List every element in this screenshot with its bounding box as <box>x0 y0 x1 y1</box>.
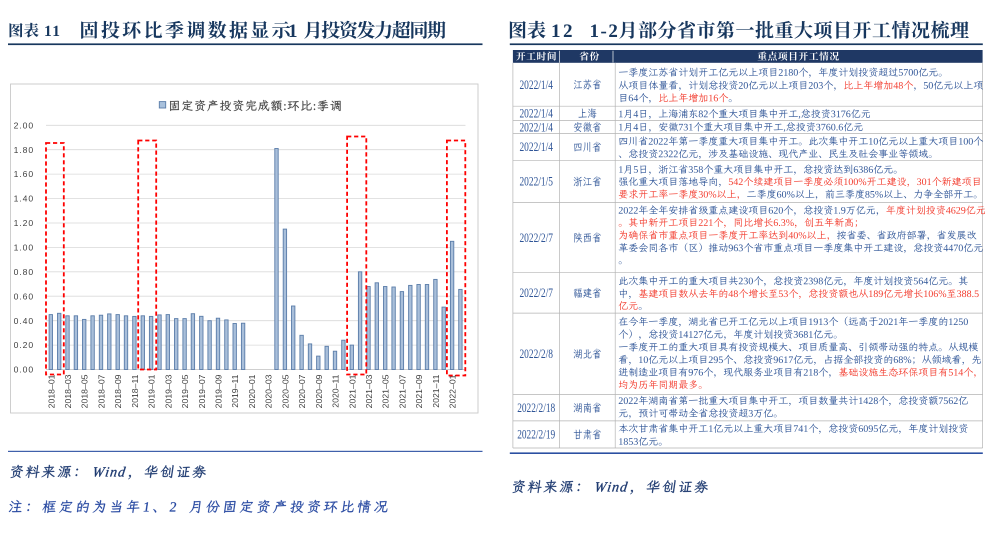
svg-text:2018–09: 2018–09 <box>113 374 123 408</box>
svg-text:2020–05: 2020–05 <box>280 374 290 408</box>
svg-text:2022/1/4: 2022/1/4 <box>519 120 553 134</box>
svg-text:2022/1/4: 2022/1/4 <box>519 107 553 121</box>
svg-text:0.20: 0.20 <box>14 340 34 350</box>
svg-text:2021–05: 2021–05 <box>381 374 391 408</box>
svg-text:2021–07: 2021–07 <box>397 374 407 408</box>
svg-text:2018–01: 2018–01 <box>46 374 56 408</box>
svg-text:2022/2/7: 2022/2/7 <box>519 231 553 245</box>
svg-text:2018–03: 2018–03 <box>63 374 73 408</box>
svg-text:2022/2/18: 2022/2/18 <box>517 401 555 415</box>
svg-text:2021–11: 2021–11 <box>431 374 441 407</box>
svg-text:2021–01: 2021–01 <box>347 374 357 408</box>
svg-text:1.80: 1.80 <box>14 145 34 155</box>
svg-text:2020–03: 2020–03 <box>264 374 274 408</box>
svg-text:2022/2/19: 2022/2/19 <box>517 428 555 442</box>
svg-text:0.60: 0.60 <box>14 291 34 301</box>
svg-text:2022/1/5: 2022/1/5 <box>519 175 553 189</box>
svg-text:0.00: 0.00 <box>14 365 34 375</box>
svg-text:1.00: 1.00 <box>14 243 34 253</box>
svg-text:2018–11: 2018–11 <box>130 374 140 407</box>
svg-text:2019–01: 2019–01 <box>147 374 157 408</box>
svg-text:2019–09: 2019–09 <box>214 374 224 408</box>
svg-text:2022/1/4: 2022/1/4 <box>519 78 553 92</box>
svg-text:2022/1/4: 2022/1/4 <box>519 140 553 154</box>
svg-text:2021–03: 2021–03 <box>364 374 374 408</box>
svg-text:2022/2/7: 2022/2/7 <box>519 286 553 300</box>
svg-text:0.40: 0.40 <box>14 316 34 326</box>
svg-text:0.80: 0.80 <box>14 267 34 277</box>
svg-text:2021–09: 2021–09 <box>414 374 424 408</box>
svg-text:2.00: 2.00 <box>14 120 34 130</box>
svg-text:2022–01: 2022–01 <box>448 374 458 408</box>
svg-text:2020–11: 2020–11 <box>331 374 341 407</box>
svg-text:2019–03: 2019–03 <box>163 374 173 408</box>
svg-text:1.60: 1.60 <box>14 169 34 179</box>
svg-text:2020–07: 2020–07 <box>297 374 307 408</box>
svg-text:2018–07: 2018–07 <box>97 374 107 408</box>
svg-text:2018–05: 2018–05 <box>80 374 90 408</box>
svg-text:2019–11: 2019–11 <box>230 374 240 407</box>
svg-text:2022/2/8: 2022/2/8 <box>519 347 553 361</box>
svg-text:2020–09: 2020–09 <box>314 374 324 408</box>
svg-text:1.20: 1.20 <box>14 218 34 228</box>
svg-text:2019–07: 2019–07 <box>197 374 207 408</box>
svg-text:2020–01: 2020–01 <box>247 374 257 408</box>
svg-text:2019–05: 2019–05 <box>180 374 190 408</box>
svg-text:1.40: 1.40 <box>14 194 34 204</box>
